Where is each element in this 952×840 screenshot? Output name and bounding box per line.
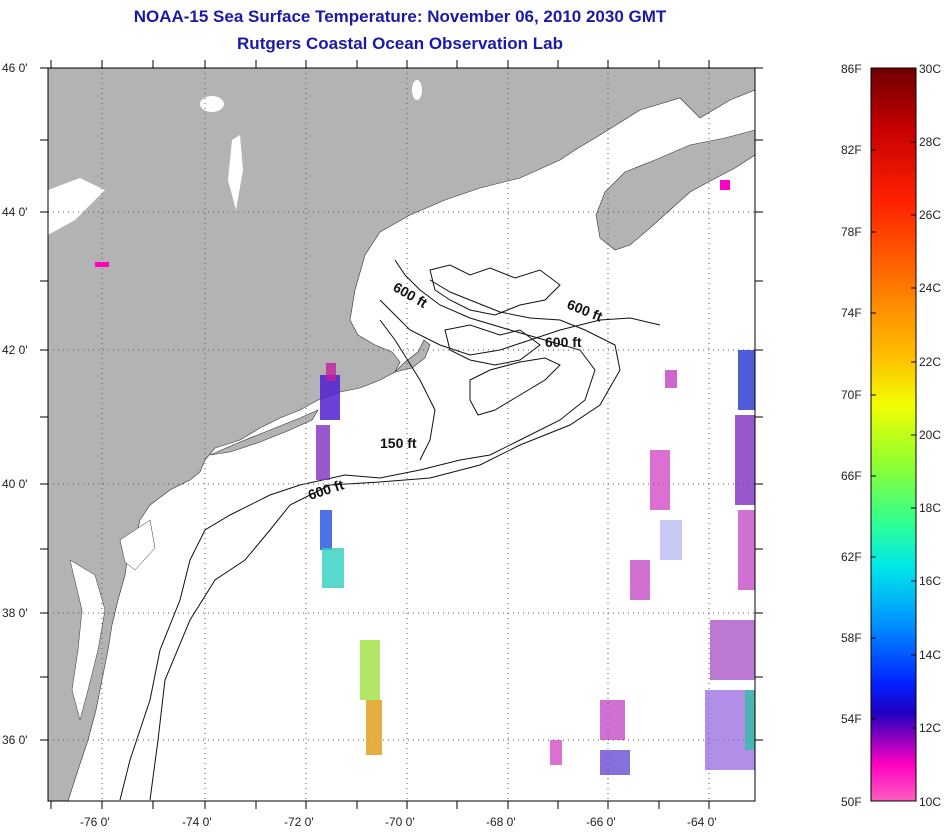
colorbar-f-74: 74F: [841, 306, 862, 320]
lon-label-66: -66 0': [586, 815, 616, 829]
sst-swath-nantucket: [320, 375, 340, 420]
sst-swath-east-3: [630, 560, 650, 600]
sst-swath-edge-1: [738, 350, 755, 410]
colorbar-c-18: 18C: [919, 501, 942, 515]
lat-label-42: 42 0': [2, 343, 28, 357]
colorbar-c-28: 28C: [919, 135, 942, 149]
colorbar-c-24: 24C: [919, 281, 942, 295]
lake-champlain: [228, 135, 243, 210]
sst-swath-south-green: [360, 640, 380, 700]
colorbar-f-66: 66F: [841, 469, 862, 483]
colorbar-c-16: 16C: [919, 574, 942, 588]
colorbar-c-14: 14C: [919, 648, 942, 662]
map-frame: [47, 67, 756, 802]
sst-swath-slope-blue: [320, 510, 332, 550]
colorbar-gradient: [870, 67, 917, 802]
lon-label-72: -72 0': [284, 815, 314, 829]
sst-pixels: [95, 180, 755, 775]
lat-label-40: 40 0': [2, 477, 28, 491]
colorbar-f-86: 86F: [841, 62, 862, 76]
contour-label-600ft-3: 600 ft: [545, 334, 582, 350]
colorbar-f-50: 50F: [841, 795, 862, 809]
lon-label-64: -64 0': [687, 815, 717, 829]
lon-label-74: -74 0': [182, 815, 212, 829]
lon-label-70: -70 0': [385, 815, 415, 829]
chesapeake-bay: [69, 559, 106, 721]
lat-label-36: 36 0': [2, 733, 28, 747]
sst-swath-nantucket-pink: [326, 363, 336, 381]
sst-swath-edge-2: [735, 415, 755, 505]
nova-scotia: [595, 129, 755, 251]
sst-swath-mid-3: [550, 740, 562, 765]
sst-swath-mid-2: [600, 750, 630, 775]
colorbar-f-58: 58F: [841, 631, 862, 645]
sst-swath-slope-cyan: [322, 548, 344, 588]
axis-ticks: [40, 60, 763, 809]
contour-150ft: [119, 259, 596, 801]
sst-swath-east-2: [660, 520, 682, 560]
colorbar-c-30: 30C: [919, 62, 942, 76]
colorbar-f-70: 70F: [841, 388, 862, 402]
sst-swath-south-orange: [366, 700, 382, 755]
colorbar-c-12: 12C: [919, 721, 942, 735]
graticule: [48, 68, 755, 801]
lake-winnipesaukee: [200, 96, 224, 112]
map-title: NOAA-15 Sea Surface Temperature: Novembe…: [133, 7, 667, 26]
contour-label-150ft: 150 ft: [380, 435, 417, 451]
contour-600ft: [149, 279, 621, 801]
sst-swath-edge-3: [738, 510, 755, 590]
long-island: [209, 409, 319, 456]
contour-ridge-1: [429, 264, 561, 316]
colorbar-f-54: 54F: [841, 712, 862, 726]
contour-georges: [469, 357, 561, 416]
sst-swath-shelf: [316, 425, 330, 480]
sst-swath-edge-6: [745, 690, 755, 750]
delaware-bay: [119, 519, 156, 571]
lat-label-44: 44 0': [2, 205, 28, 219]
lat-label-38: 38 0': [2, 606, 28, 620]
colorbar-ticks: [871, 141, 916, 729]
colorbar-c-22: 22C: [919, 355, 942, 369]
colorbar-f-62: 62F: [841, 550, 862, 564]
lat-label-46: 46 0': [2, 61, 28, 75]
sst-swath-mid-4: [720, 180, 730, 190]
sst-swath-east-1: [650, 450, 670, 510]
sst-swath-edge-4: [710, 620, 755, 680]
moosehead-lake: [412, 80, 422, 100]
contour-ridge-2: [444, 324, 541, 366]
colorbar-f-82: 82F: [841, 143, 862, 157]
contour-inner: [379, 319, 436, 461]
lake-ontario: [48, 178, 105, 235]
contour-gulf-maine: [379, 299, 661, 356]
colorbar-f-78: 78F: [841, 225, 862, 239]
sst-swath-mid-1: [600, 700, 625, 740]
colorbar-c-10: 10C: [919, 795, 942, 809]
colorbar-c-26: 26C: [919, 208, 942, 222]
sst-swath-mid-5: [95, 262, 109, 267]
lon-label-76: -76 0': [80, 815, 110, 829]
map-subtitle: Rutgers Coastal Ocean Observation Lab: [237, 34, 563, 53]
sst-swath-mid-6: [665, 370, 677, 388]
bathymetry-contours: [119, 259, 661, 801]
colorbar-c-20: 20C: [919, 428, 942, 442]
lon-label-68: -68 0': [486, 815, 516, 829]
